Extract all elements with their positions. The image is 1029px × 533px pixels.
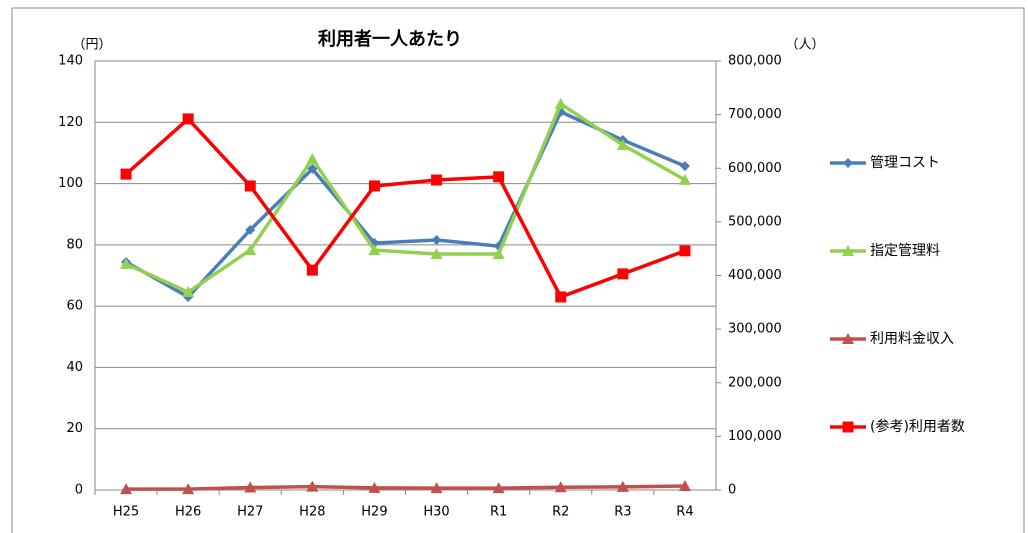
y-tick-label: 100 — [58, 176, 83, 191]
y2-tick-label: 200,000 — [728, 375, 782, 390]
legend-marker — [843, 158, 853, 168]
data-point — [368, 244, 381, 256]
data-point — [368, 180, 380, 192]
data-point — [182, 113, 194, 125]
x-tick-label: H29 — [361, 505, 387, 520]
data-point — [617, 268, 629, 280]
series-line — [125, 102, 686, 294]
data-point — [555, 291, 567, 303]
legend-label: (参考)利用者数 — [870, 418, 965, 435]
x-tick-label: R4 — [676, 505, 693, 520]
x-tick-label: R2 — [552, 505, 569, 520]
chart-title: 利用者一人あたり — [318, 28, 462, 50]
y2-tick-label: 700,000 — [728, 107, 782, 122]
data-point — [616, 480, 629, 492]
x-tick-label: H26 — [175, 505, 201, 520]
legend-marker — [842, 245, 854, 256]
chart-frame — [11, 7, 1025, 533]
x-tick-label: H25 — [113, 505, 139, 520]
data-point — [678, 480, 691, 492]
data-point — [679, 161, 690, 172]
y2-tick-label: 600,000 — [728, 161, 782, 176]
data-point — [492, 482, 505, 494]
y-tick-label: 60 — [66, 299, 83, 314]
y-axis-label: （円） — [72, 38, 111, 53]
x-tick-label: H28 — [299, 505, 325, 520]
data-point — [492, 248, 505, 260]
y2-tick-label: 400,000 — [728, 268, 782, 283]
legend-label: 管理コスト — [870, 155, 940, 171]
data-point — [678, 173, 691, 185]
y2-tick-label: 500,000 — [728, 214, 782, 229]
data-point — [430, 482, 443, 494]
legend-marker — [842, 421, 854, 433]
legend-label: 利用料金収入 — [870, 331, 954, 347]
data-point — [120, 257, 133, 269]
y-tick-label: 140 — [58, 54, 83, 69]
y-tick-label: 20 — [66, 421, 83, 436]
data-point — [493, 171, 505, 183]
data-point — [182, 483, 195, 495]
data-point — [431, 234, 442, 245]
x-tick-label: H30 — [423, 505, 449, 520]
y2-tick-label: 300,000 — [728, 322, 782, 337]
y-tick-label: 80 — [66, 237, 83, 252]
data-point — [307, 163, 318, 174]
data-point — [554, 481, 567, 493]
data-point — [245, 224, 256, 235]
y2-tick-label: 0 — [728, 483, 736, 498]
data-point — [306, 153, 319, 165]
series-line — [124, 117, 686, 299]
series-line — [126, 484, 685, 491]
legend-label: 指定管理料 — [870, 243, 940, 259]
data-point — [554, 97, 567, 109]
y2-tick-label: 100,000 — [728, 429, 782, 444]
x-tick-label: H27 — [237, 505, 263, 520]
legend-marker — [842, 333, 854, 344]
data-point — [306, 480, 319, 492]
data-point — [120, 168, 132, 180]
data-point — [679, 245, 691, 257]
y-tick-label: 0 — [75, 483, 83, 498]
data-point — [306, 264, 318, 276]
y2-tick-label: 800,000 — [728, 54, 782, 69]
y2-axis-label: （人） — [785, 38, 824, 53]
data-point — [368, 481, 381, 493]
data-point — [430, 248, 443, 260]
x-tick-label: R1 — [490, 505, 507, 520]
data-point — [120, 483, 133, 495]
y-tick-label: 40 — [66, 360, 83, 375]
data-point — [616, 138, 629, 150]
data-point — [244, 481, 257, 493]
data-point — [244, 180, 256, 192]
data-point — [431, 174, 443, 186]
y-tick-label: 120 — [58, 115, 83, 130]
x-tick-label: R3 — [614, 505, 631, 520]
data-point — [244, 244, 257, 256]
data-point — [182, 286, 195, 298]
